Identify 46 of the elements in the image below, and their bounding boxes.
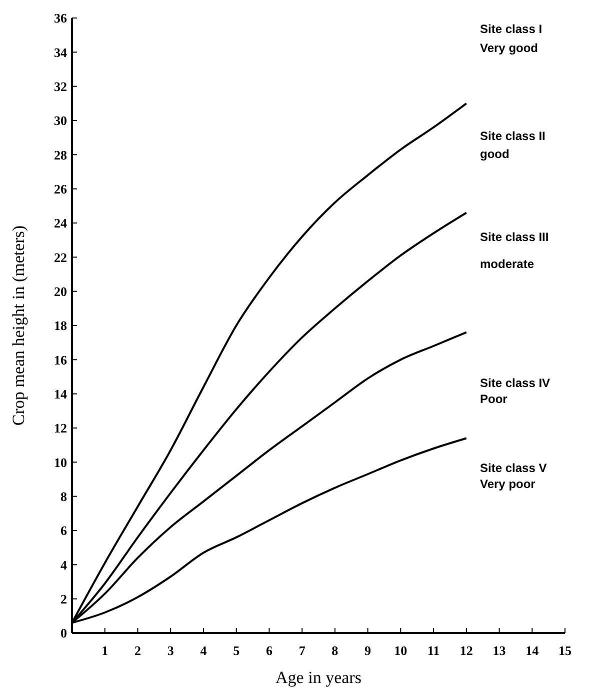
y-axis-title: Crop mean height in (meters) xyxy=(9,225,28,426)
y-tick-label: 6 xyxy=(60,523,68,538)
y-tick-label: 10 xyxy=(54,454,67,470)
y-tick-label: 34 xyxy=(54,44,68,60)
x-tick-label: 5 xyxy=(233,643,240,658)
x-tick-label: 2 xyxy=(134,643,141,658)
x-tick-label: 15 xyxy=(558,643,572,658)
annotation: Site class I xyxy=(480,22,542,36)
annotation: Poor xyxy=(480,392,508,406)
x-tick-label: 8 xyxy=(332,643,339,658)
y-tick-label: 14 xyxy=(54,386,68,402)
x-tick-label: 7 xyxy=(298,643,306,658)
y-tick-label: 22 xyxy=(54,250,67,265)
x-tick-label: 4 xyxy=(200,643,208,658)
y-tick-label: 20 xyxy=(54,284,67,299)
y-tick-label: 28 xyxy=(54,147,68,162)
annotation: Site class V xyxy=(480,461,547,475)
y-tick-label: 0 xyxy=(60,626,67,641)
annotation: Very good xyxy=(480,41,538,55)
y-tick-label: 30 xyxy=(54,113,67,128)
x-axis-title: Age in years xyxy=(276,668,362,687)
x-tick-label: 6 xyxy=(266,643,273,658)
x-tick-label: 10 xyxy=(394,643,408,658)
y-tick-label: 2 xyxy=(60,591,67,606)
annotation: Site class II xyxy=(480,129,546,143)
x-tick-label: 14 xyxy=(526,643,540,658)
y-tick-label: 26 xyxy=(54,181,68,196)
annotation: moderate xyxy=(480,257,534,271)
y-tick-label: 12 xyxy=(54,420,67,436)
y-tick-label: 32 xyxy=(54,78,67,94)
annotation: Site class IV xyxy=(480,376,550,390)
x-tick-label: 1 xyxy=(102,643,108,658)
y-tick-label: 4 xyxy=(60,557,68,572)
y-tick-label: 16 xyxy=(54,352,68,368)
x-tick-label: 9 xyxy=(364,643,372,658)
annotation: good xyxy=(480,147,510,161)
annotation: Site class III xyxy=(480,230,549,244)
y-tick-label: 18 xyxy=(54,318,68,334)
x-tick-label: 13 xyxy=(492,643,506,658)
y-tick-label: 24 xyxy=(54,216,68,231)
y-tick-label: 8 xyxy=(60,488,68,504)
annotation: Very poor xyxy=(480,477,536,491)
x-tick-label: 12 xyxy=(460,643,473,658)
y-tick-label: 36 xyxy=(54,10,68,26)
x-tick-label: 11 xyxy=(427,643,440,658)
x-tick-label: 3 xyxy=(167,643,174,658)
